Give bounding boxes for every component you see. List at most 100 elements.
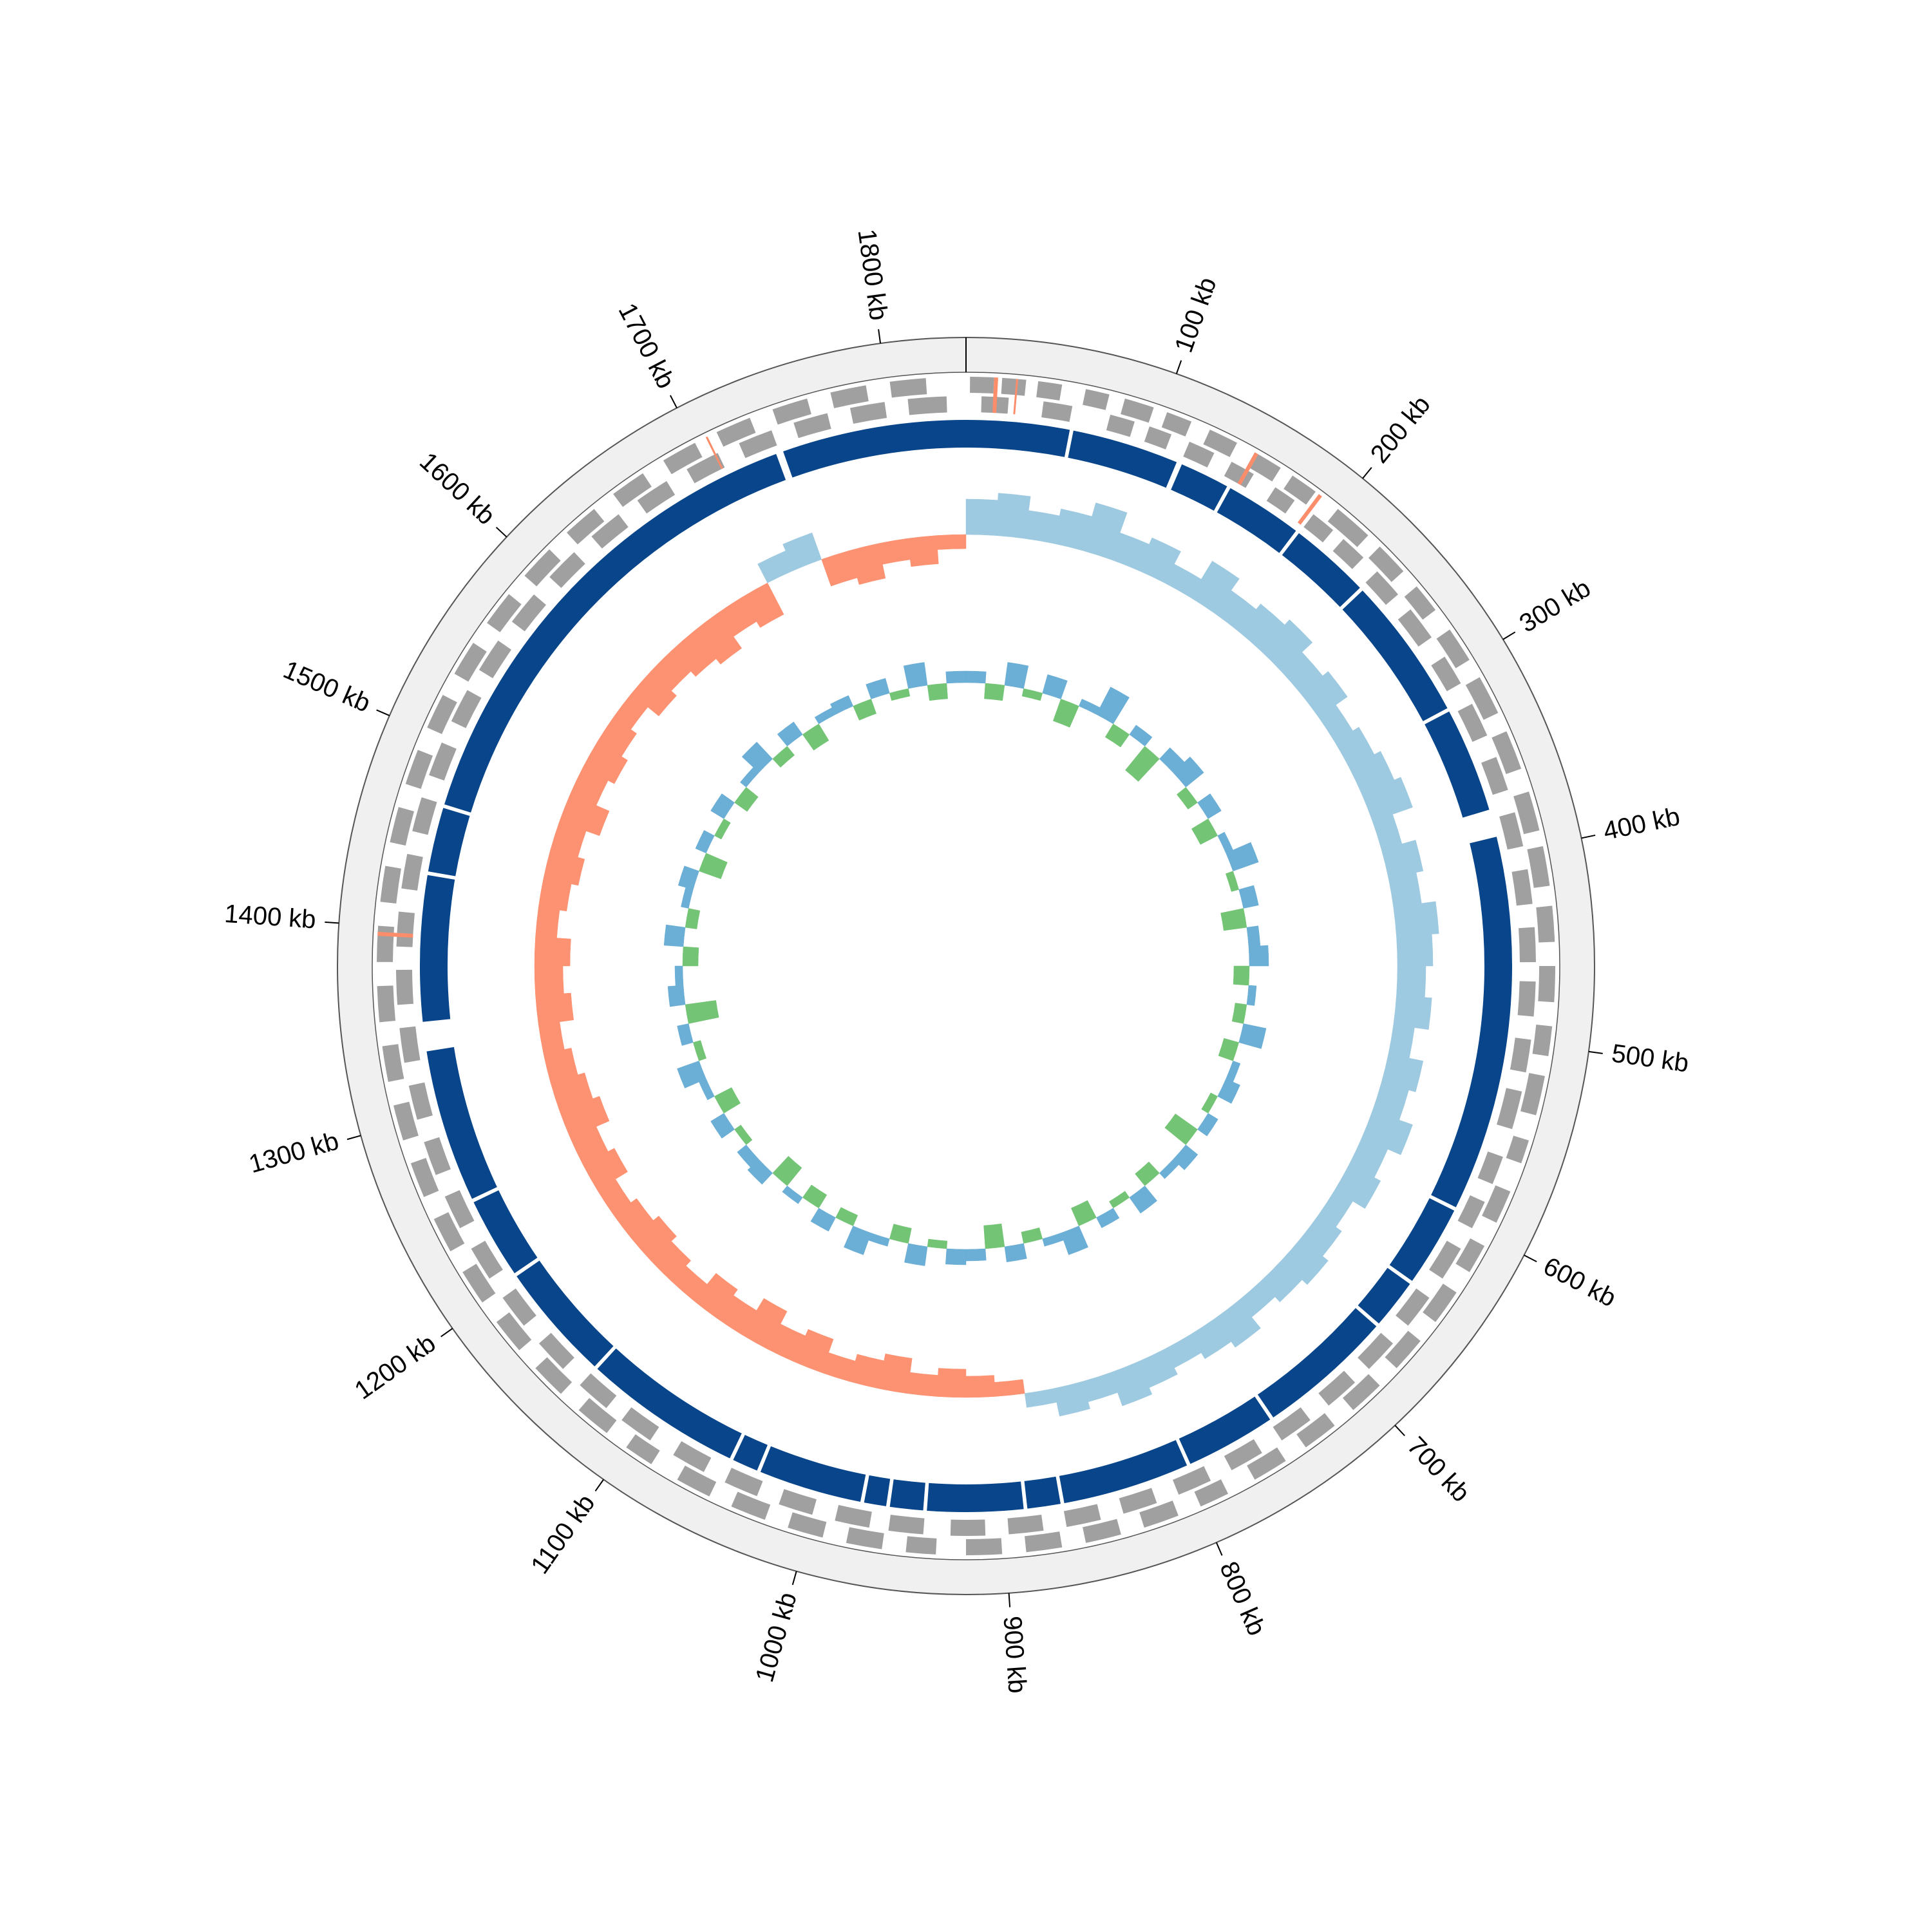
gene-forward [1247, 452, 1281, 482]
tick-mark [346, 1135, 361, 1141]
tick-mark [1394, 1425, 1405, 1437]
gene-reverse [1224, 462, 1254, 488]
gene-forward [1527, 846, 1550, 888]
gene-forward [1538, 966, 1555, 1003]
gene-reverse [724, 1468, 763, 1497]
gene-forward [1532, 1025, 1553, 1057]
tick-label: 900 kb [998, 1615, 1032, 1694]
gc-content-bar [1218, 1037, 1239, 1061]
gene-forward [1001, 377, 1027, 396]
gene-forward [1121, 398, 1154, 423]
gc-content-bar [674, 965, 684, 987]
gene-forward [1513, 791, 1540, 835]
contig [597, 1348, 742, 1459]
gc-content-bar [945, 1248, 967, 1265]
gc-content-bar [835, 1207, 858, 1226]
gene-forward [1423, 1283, 1457, 1322]
gene-reverse [1224, 1439, 1262, 1470]
contig [426, 1046, 497, 1199]
contig [1282, 533, 1360, 607]
gc-content-bar [714, 819, 731, 840]
gene-forward [382, 1044, 404, 1083]
gene-reverse [1457, 703, 1488, 742]
gene-forward [377, 985, 396, 1023]
gc-skew-bar [849, 543, 886, 585]
contig [1024, 1476, 1061, 1509]
gc-content-bar [802, 723, 829, 751]
gene-forward [487, 594, 522, 632]
gene-reverse [451, 690, 482, 728]
gene-forward [1139, 1501, 1179, 1528]
contig [733, 1435, 768, 1471]
gc-content-bar [1246, 925, 1261, 947]
gene-reverse [478, 640, 512, 679]
tick-label: 500 kb [1610, 1039, 1690, 1078]
gene-reverse [511, 594, 546, 632]
gene-forward [716, 417, 756, 447]
tick-label: 200 kb [1365, 390, 1436, 468]
gene-forward [1283, 475, 1316, 505]
gc-content-bar [1176, 786, 1198, 810]
gene-forward [433, 1212, 465, 1251]
rna-feature [1237, 452, 1258, 486]
tick-mark [1502, 631, 1516, 640]
gene-forward [462, 1264, 496, 1303]
gene-reverse [424, 1137, 451, 1175]
gene-reverse [1358, 1332, 1394, 1369]
gene-forward [578, 1397, 617, 1434]
gc-skew-bar [550, 1072, 593, 1111]
gc-skew-bar [582, 1148, 628, 1191]
gene-reverse [549, 552, 585, 589]
gc-content-bar [1021, 688, 1043, 701]
gene-forward [380, 866, 401, 904]
gc-content-bar [1109, 1191, 1130, 1209]
gc-content-bar [714, 1087, 741, 1113]
gc-content-bar [965, 670, 987, 684]
gene-reverse [793, 413, 831, 439]
tick-label: 800 kb [1214, 1557, 1271, 1640]
gc-skew-bar [559, 1095, 610, 1139]
tick-mark [878, 329, 882, 344]
gene-forward [613, 473, 652, 507]
gene-forward [567, 509, 605, 545]
gc-skew-bar [535, 992, 574, 1025]
gene-reverse [1183, 441, 1215, 468]
contig [516, 1260, 614, 1367]
gc-content-bar [984, 683, 1005, 701]
gc-skew-bar [1024, 510, 1060, 544]
gene-reverse [396, 969, 414, 1005]
tick-label: 1200 kb [350, 1329, 441, 1405]
gene-reverse [849, 402, 887, 424]
tick-mark [376, 709, 390, 717]
gc-skew-bar [1393, 995, 1432, 1030]
contig [1068, 430, 1177, 488]
gc-skew-bar [1388, 872, 1422, 908]
gc-skew-bar [534, 965, 564, 996]
gene-forward [427, 695, 457, 734]
gc-content-bar [1135, 1161, 1160, 1186]
gene-forward [1482, 1185, 1511, 1223]
gene-reverse [1318, 1370, 1356, 1406]
gene-reverse [471, 1240, 503, 1279]
gene-reverse [1303, 514, 1334, 543]
tick-label: 100 kb [1170, 274, 1222, 356]
tick-label: 1100 kb [526, 1490, 600, 1579]
gene-forward [1368, 546, 1404, 582]
tick-mark [1588, 1050, 1603, 1054]
gc-content-bar [927, 683, 948, 701]
gene-reverse [401, 853, 423, 891]
gene-reverse [621, 1407, 659, 1441]
gene-reverse [687, 453, 725, 484]
gene-reverse [1517, 981, 1536, 1017]
contig [1257, 1308, 1377, 1418]
gc-content-bar [1220, 908, 1247, 931]
rna-feature [992, 377, 998, 413]
gc-content-bar [663, 924, 686, 947]
gene-forward [1083, 389, 1110, 410]
tick-mark [1215, 1542, 1223, 1556]
contig [1217, 488, 1296, 553]
gc-skew-bar [538, 878, 572, 912]
gene-forward [788, 1512, 827, 1538]
gc-content-bar [685, 908, 701, 929]
contig [864, 1475, 891, 1506]
